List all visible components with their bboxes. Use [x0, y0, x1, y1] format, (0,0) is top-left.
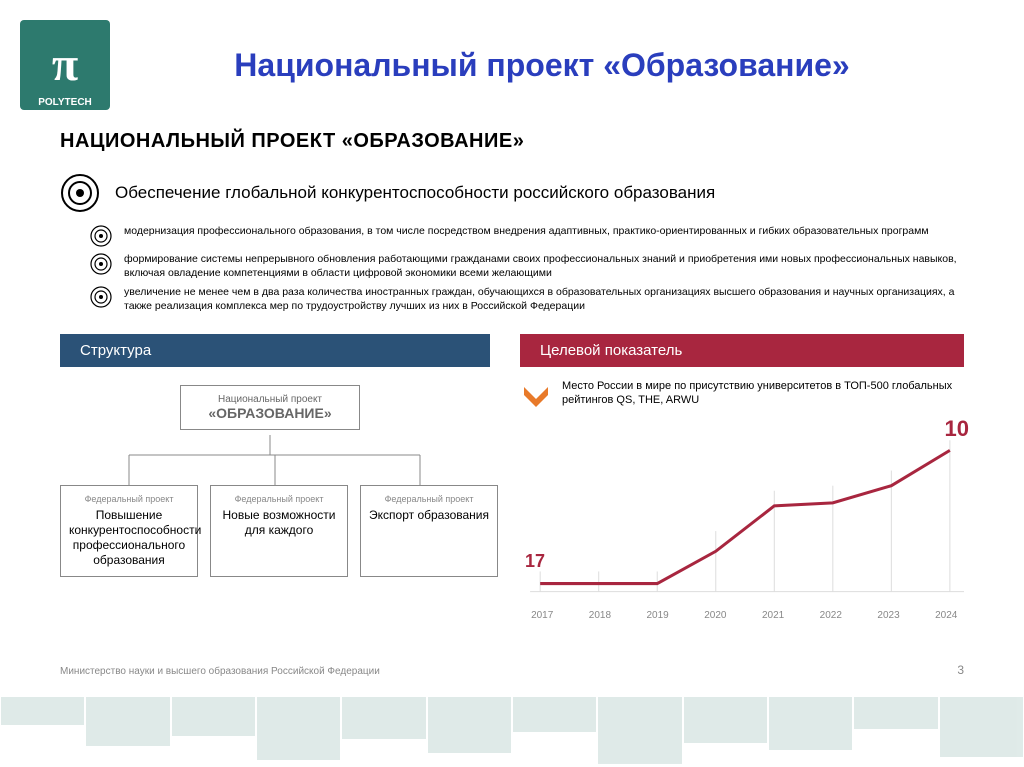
leaf-label: Федеральный проект — [369, 494, 489, 504]
metric-column: Целевой показатель Место России в мире п… — [520, 334, 964, 635]
goal-main-row: Обеспечение глобальной конкурентоспособн… — [60, 173, 964, 213]
goal-sub-row: формирование системы непрерывного обновл… — [60, 253, 964, 280]
goal-main-text: Обеспечение глобальной конкурентоспособн… — [115, 183, 715, 203]
chevron-down-icon — [520, 379, 552, 411]
goal-sub-text: увеличение не менее чем в два раза колич… — [124, 286, 964, 313]
logo-symbol: π — [52, 41, 78, 89]
leaf-title: Экспорт образования — [369, 508, 489, 523]
leaf-title: Повышение конкурентоспособности професси… — [69, 508, 189, 568]
header: π POLYTECH Национальный проект «Образова… — [0, 0, 1024, 120]
org-tree: Национальный проект «ОБРАЗОВАНИЕ» Федера… — [60, 385, 490, 635]
target-small-icon — [90, 253, 112, 275]
metric-band: Целевой показатель — [520, 334, 964, 367]
metric-text: Место России в мире по присутствию униве… — [562, 379, 964, 408]
metric-description-row: Место России в мире по присутствию униве… — [520, 379, 964, 411]
content: НАЦИОНАЛЬНЫЙ ПРОЕКТ «ОБРАЗОВАНИЕ» Обеспе… — [0, 120, 1024, 635]
goal-sub-text: модернизация профессионального образован… — [124, 225, 929, 239]
tree-leaf: Федеральный проект Повышение конкурентос… — [60, 485, 198, 577]
structure-column: Структура Национальный проект «ОБРАЗОВАН… — [60, 334, 490, 635]
tree-root-title: «ОБРАЗОВАНИЕ» — [193, 405, 347, 421]
x-axis-label: 2020 — [704, 610, 726, 621]
x-axis-label: 2018 — [589, 610, 611, 621]
chart-svg — [520, 421, 964, 621]
tree-leaf: Федеральный проект Новые возможности для… — [210, 485, 348, 577]
leaf-label: Федеральный проект — [219, 494, 339, 504]
x-axis-label: 2024 — [935, 610, 957, 621]
chart-line — [540, 450, 950, 583]
x-axis-label: 2019 — [647, 610, 669, 621]
tree-root-box: Национальный проект «ОБРАЗОВАНИЕ» — [180, 385, 360, 430]
structure-band: Структура — [60, 334, 490, 367]
page-title: Национальный проект «Образование» — [140, 47, 944, 84]
x-axis-label: 2022 — [820, 610, 842, 621]
target-icon — [60, 173, 100, 213]
page-number: 3 — [957, 663, 964, 677]
chart-start-value: 17 — [525, 551, 545, 572]
footer-text: Министерство науки и высшего образования… — [60, 666, 380, 677]
tree-root-label: Национальный проект — [193, 394, 347, 405]
target-small-icon — [90, 286, 112, 308]
leaf-label: Федеральный проект — [69, 494, 189, 504]
polytech-logo: π POLYTECH — [20, 20, 110, 110]
tree-leaf: Федеральный проект Экспорт образования — [360, 485, 498, 577]
goal-sub-row: увеличение не менее чем в два раза колич… — [60, 286, 964, 313]
x-axis-label: 2021 — [762, 610, 784, 621]
tree-leaves: Федеральный проект Повышение конкурентос… — [60, 485, 498, 577]
goal-sub-row: модернизация профессионального образован… — [60, 225, 964, 247]
section-title: НАЦИОНАЛЬНЫЙ ПРОЕКТ «ОБРАЗОВАНИЕ» — [60, 130, 964, 153]
two-columns: Структура Национальный проект «ОБРАЗОВАН… — [60, 334, 964, 635]
goal-sub-text: формирование системы непрерывного обновл… — [124, 253, 964, 280]
chart-end-value: 10 — [945, 416, 969, 442]
ranking-chart: 17 10 2017 2018 2019 2020 2021 2022 2023… — [520, 421, 964, 621]
tree-connector-lines — [60, 435, 490, 485]
logo-label: POLYTECH — [38, 97, 92, 108]
decorative-bars — [0, 697, 1024, 767]
target-small-icon — [90, 225, 112, 247]
x-axis-label: 2017 — [531, 610, 553, 621]
x-axis-label: 2023 — [877, 610, 899, 621]
leaf-title: Новые возможности для каждого — [219, 508, 339, 538]
